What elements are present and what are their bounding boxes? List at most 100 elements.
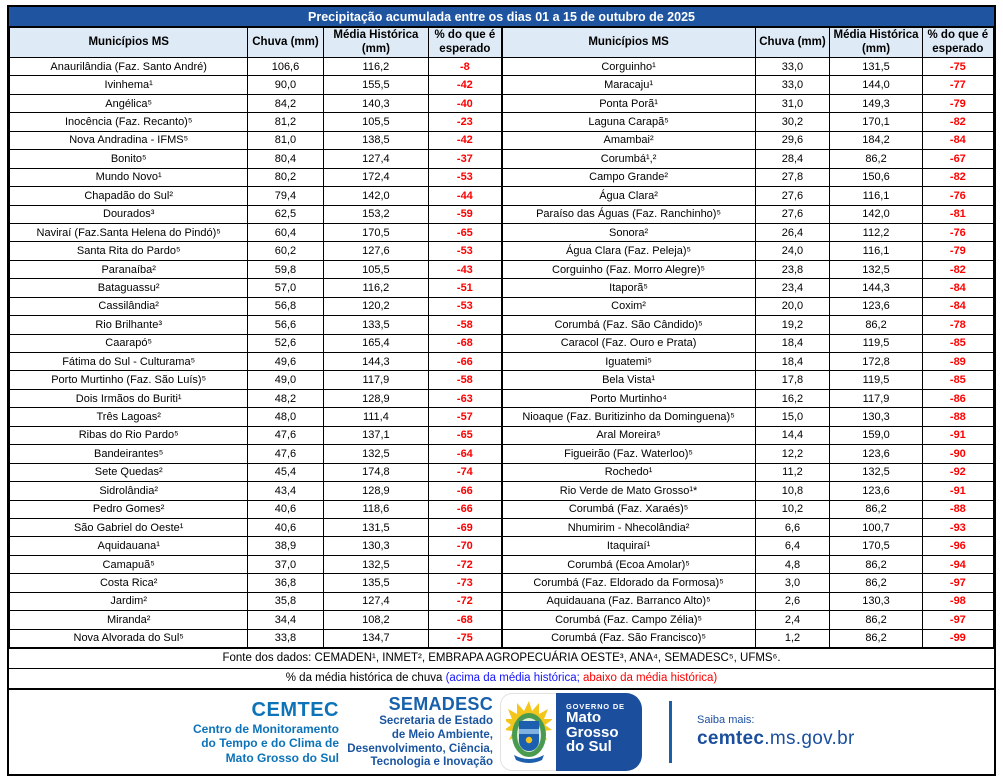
- table-row: Bela Vista¹ 17,8 119,5 -85: [501, 370, 995, 390]
- table-row: Anaurilândia (Faz. Santo André) 106,6 116,…: [8, 56, 502, 77]
- percent-of-expected-value: -75: [921, 56, 995, 77]
- historical-average-value: 144,3: [322, 351, 430, 372]
- table-row: Corumbá (Faz. São Cândido)⁵ 19,2 86,2 -78: [501, 315, 995, 335]
- historical-average-value: 130,3: [829, 407, 923, 427]
- historical-average-value: 142,0: [322, 186, 430, 206]
- municipality-name: Campo Grande²: [501, 167, 756, 188]
- table-row: Dois Irmãos do Buriti¹ 48,2 128,9 -63: [8, 388, 502, 409]
- table-row: Ivinhema¹ 90,0 155,5 -42: [8, 75, 502, 95]
- percent-of-expected-value: -93: [921, 517, 995, 538]
- table-row: Inocência (Faz. Recanto)⁵ 81,2 105,5 -23: [8, 112, 502, 132]
- table-body-left: Anaurilândia (Faz. Santo André) 106,6 116,…: [8, 56, 502, 649]
- percent-of-expected-value: -85: [921, 370, 995, 390]
- table-row: Rio Verde de Mato Grosso¹* 10,8 123,6 -91: [501, 481, 995, 501]
- historical-average-value: 119,5: [829, 333, 923, 354]
- table-body-right: Corguinho¹ 33,0 131,5 -75 Maracaju¹ 33,0 144,0…: [501, 56, 995, 649]
- historical-average-value: 120,2: [322, 296, 430, 317]
- historical-average-value: 130,3: [322, 536, 430, 556]
- table-row: Aquidauana (Faz. Barranco Alto)⁵ 2,6 130,3…: [501, 591, 995, 612]
- rain-value: 80,2: [247, 167, 324, 188]
- ms-coat-of-arms-icon: [500, 693, 556, 771]
- rain-value: 30,2: [754, 112, 831, 132]
- rain-value: 31,0: [754, 93, 831, 114]
- municipality-name: Porto Murtinho⁴: [501, 388, 756, 409]
- percent-of-expected-value: -74: [428, 462, 502, 483]
- table-row: Corumbá (Faz. Campo Zélia)⁵ 2,4 86,2 -97: [501, 610, 995, 630]
- rain-value: 11,2: [754, 462, 831, 483]
- rain-value: 80,4: [247, 149, 324, 169]
- table-row: Nova Andradina - IFMS⁵ 81,0 138,5 -42: [8, 130, 502, 151]
- table-row: Aral Moreira⁵ 14,4 159,0 -91: [501, 425, 995, 446]
- table-row: Naviraí (Faz.Santa Helena do Pindó)⁵ 60,4…: [8, 222, 502, 243]
- percent-of-expected-value: -78: [921, 315, 995, 335]
- governo-state-line: Grosso: [566, 723, 619, 741]
- historical-average-value: 174,8: [322, 462, 430, 483]
- municipality-name: Bataguassu²: [8, 278, 249, 298]
- table-row: Nioaque (Faz. Buritizinho da Dominguena)…: [501, 407, 995, 427]
- municipality-name: Laguna Carapã⁵: [501, 112, 756, 132]
- table-row: Bonito⁵ 80,4 127,4 -37: [8, 149, 502, 169]
- table-row: Porto Murtinho (Faz. São Luís)⁵ 49,0 117,9…: [8, 370, 502, 390]
- table-row: Nhumirim - Nhecolândia² 6,6 100,7 -93: [501, 517, 995, 538]
- municipality-name: Corumbá (Faz. Xaraés)⁵: [501, 499, 756, 519]
- percent-of-expected-value: -64: [428, 444, 502, 464]
- table-sheet: Precipitação acumulada entre os dias 01 …: [7, 5, 996, 776]
- municipality-name: Paraíso das Águas (Faz. Ranchinho)⁵: [501, 204, 756, 224]
- header-row-left: Municípios MS Chuva (mm) Média Histórica…: [8, 27, 502, 58]
- table-row: Laguna Carapã⁵ 30,2 170,1 -82: [501, 112, 995, 132]
- percent-of-expected-value: -73: [428, 573, 502, 593]
- percent-of-expected-value: -70: [428, 536, 502, 556]
- percent-of-expected-value: -79: [921, 93, 995, 114]
- percent-of-expected-value: -75: [428, 628, 502, 649]
- percent-of-expected-value: -72: [428, 554, 502, 575]
- municipality-name: Corguinho (Faz. Morro Alegre)⁵: [501, 259, 756, 280]
- historical-average-value: 127,4: [322, 149, 430, 169]
- municipality-name: Corumbá (Faz. Campo Zélia)⁵: [501, 610, 756, 630]
- historical-average-value: 123,6: [829, 296, 923, 317]
- table-row: Paranaíba² 59,8 105,5 -43: [8, 259, 502, 280]
- percent-of-expected-value: -57: [428, 407, 502, 427]
- rain-value: 48,0: [247, 407, 324, 427]
- municipality-name: Dourados³: [8, 204, 249, 224]
- municipality-name: Corumbá (Ecoa Amolar)⁵: [501, 554, 756, 575]
- historical-average-value: 165,4: [322, 333, 430, 354]
- table-row: Corumbá¹,² 28,4 86,2 -67: [501, 149, 995, 169]
- table-row: Sonora² 26,4 112,2 -76: [501, 222, 995, 243]
- historical-average-value: 172,4: [322, 167, 430, 188]
- municipality-name: Dois Irmãos do Buriti¹: [8, 388, 249, 409]
- table-row: Bandeirantes⁵ 47,6 132,5 -64: [8, 444, 502, 464]
- historical-average-value: 116,2: [322, 278, 430, 298]
- percent-of-expected-value: -97: [921, 573, 995, 593]
- percent-of-expected-value: -42: [428, 130, 502, 151]
- percent-of-expected-value: -43: [428, 259, 502, 280]
- table-row: Figueirão (Faz. Waterloo)⁵ 12,2 123,6 -90: [501, 444, 995, 464]
- municipality-name: Corumbá¹,²: [501, 149, 756, 169]
- legend-below-average: abaixo da média histórica): [579, 672, 718, 684]
- percent-of-expected-value: -69: [428, 517, 502, 538]
- table-row: Sete Quedas² 45,4 174,8 -74: [8, 462, 502, 483]
- historical-average-value: 131,5: [322, 517, 430, 538]
- rain-value: 106,6: [247, 56, 324, 77]
- percent-of-expected-value: -77: [921, 75, 995, 95]
- rain-value: 18,4: [754, 333, 831, 354]
- table-row: Aquidauana¹ 38,9 130,3 -70: [8, 536, 502, 556]
- rain-value: 29,6: [754, 130, 831, 151]
- table-row: Bataguassu² 57,0 116,2 -51: [8, 278, 502, 298]
- municipality-name: Ponta Porã¹: [501, 93, 756, 114]
- municipality-name: Cassilândia²: [8, 296, 249, 317]
- municipality-name: Paranaíba²: [8, 259, 249, 280]
- historical-average-value: 117,9: [322, 370, 430, 390]
- municipality-name: Caarapó⁵: [8, 333, 249, 354]
- municipality-name: Santa Rita do Pardo⁵: [8, 241, 249, 261]
- cemtec-subtitle-line: Mato Grosso do Sul: [225, 750, 339, 765]
- percent-of-expected-value: -53: [428, 167, 502, 188]
- historical-average-value: 142,0: [829, 204, 923, 224]
- rain-value: 12,2: [754, 444, 831, 464]
- rain-value: 1,2: [754, 628, 831, 649]
- percent-of-expected-value: -66: [428, 481, 502, 501]
- rain-value: 47,6: [247, 425, 324, 446]
- historical-average-value: 127,4: [322, 591, 430, 612]
- semadesc-wordmark: SEMADESC: [388, 693, 493, 714]
- branding-footer: CEMTEC Centro de Monitoramento do Tempo …: [9, 688, 994, 774]
